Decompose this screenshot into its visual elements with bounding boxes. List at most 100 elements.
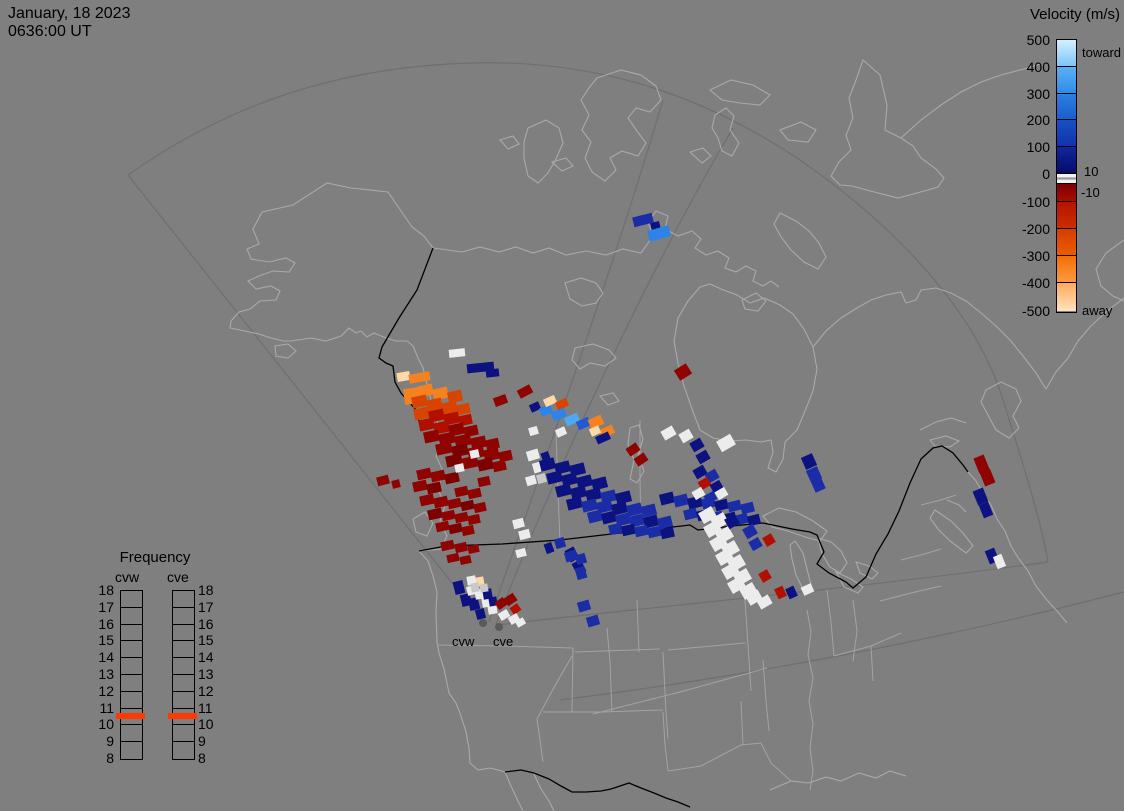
map-path-coast <box>708 79 771 106</box>
radar-velocity-cell <box>642 514 660 529</box>
radar-velocity-cell <box>554 483 573 498</box>
map-path-coast <box>855 561 879 580</box>
map-path-coast <box>533 773 555 811</box>
frequency-tick-label: 9 <box>198 733 206 750</box>
velocity-tick-label: 300 <box>1026 85 1050 102</box>
radar-velocity-cell <box>509 603 522 615</box>
radar-velocity-cell <box>427 507 443 521</box>
radar-velocity-cell <box>678 428 694 444</box>
radar-velocity-cell <box>565 496 584 511</box>
map-path-coast <box>432 210 780 288</box>
radar-velocity-cell <box>454 485 469 498</box>
radar-velocity-cell <box>785 585 798 600</box>
map-path-coast <box>789 540 812 590</box>
map-path-coast <box>834 570 864 594</box>
frequency-tick-label: 15 <box>98 632 114 649</box>
radar-velocity-cell <box>447 497 462 510</box>
map-path-coast <box>580 69 662 182</box>
radar-velocity-cell <box>469 449 480 459</box>
radar-velocity-cell <box>726 499 743 513</box>
velocity-colorbar <box>1056 39 1077 313</box>
frequency-marker-cve <box>168 713 197 719</box>
radar-velocity-cell <box>516 384 534 399</box>
map-path-state <box>879 585 942 602</box>
radar-velocity-cell <box>756 594 773 610</box>
radar-velocity-cell <box>528 425 539 437</box>
map-path-coast <box>673 283 818 473</box>
radar-velocity-cell <box>417 383 434 398</box>
map-path-state <box>667 642 746 651</box>
radar-velocity-cell <box>574 565 588 581</box>
frequency-tick-label: 17 <box>198 598 214 615</box>
radar-velocity-cell <box>748 536 763 552</box>
radar-velocity-cell <box>762 533 776 547</box>
map-path-state <box>740 700 744 746</box>
radar-velocity-cell <box>672 493 690 508</box>
frequency-legend-title: Frequency <box>119 549 191 566</box>
map-path-coast <box>817 537 848 574</box>
velocity-legend-title: Velocity (m/s) <box>1029 6 1120 23</box>
radar-velocity-cell <box>545 470 564 485</box>
radar-velocity-cell <box>554 426 568 438</box>
frequency-bar-segment <box>173 641 194 659</box>
velocity-neg-threshold-label: -10 <box>1081 185 1100 200</box>
radar-velocity-cell <box>716 433 736 453</box>
radar-velocity-cell <box>433 495 449 509</box>
radar-velocity-cell <box>600 510 618 525</box>
radar-velocity-cell <box>494 596 508 611</box>
map-path-coast <box>779 121 817 143</box>
radar-velocity-cell <box>477 475 491 488</box>
radar-velocity-cell <box>467 487 482 500</box>
radar-velocity-cell <box>507 613 521 625</box>
radar-velocity-cell <box>682 507 699 521</box>
radar-velocity-cell <box>660 425 677 441</box>
frequency-tick-label: 10 <box>198 716 214 733</box>
radar-velocity-cell <box>714 486 729 501</box>
radar-velocity-cell <box>435 441 453 456</box>
radar-velocity-cell <box>447 389 463 404</box>
frequency-bar-segment <box>121 675 142 692</box>
frequency-tick-label: 13 <box>198 666 214 682</box>
radar-velocity-cell <box>697 476 712 491</box>
radar-velocity-cell <box>599 489 618 504</box>
map-path-coast <box>550 157 574 172</box>
frequency-bar-segment <box>121 709 142 726</box>
radar-velocity-cell <box>774 585 787 600</box>
frequency-bar-segment <box>121 641 142 659</box>
radar-velocity-cell <box>518 528 531 541</box>
frequency-bar-cve <box>172 590 195 760</box>
velocity-tick-label: -200 <box>1021 221 1050 237</box>
map-path-state <box>662 651 669 740</box>
frequency-bar-segment <box>121 658 142 675</box>
radar-velocity-cell <box>563 412 581 427</box>
radar-velocity-cell <box>560 472 579 487</box>
radar-velocity-cell <box>692 464 708 480</box>
frequency-tick-label: 8 <box>198 750 206 766</box>
radar-velocity-cell <box>416 467 432 481</box>
frequency-bar-segment <box>173 725 194 743</box>
map-path-coast <box>1095 239 1124 302</box>
radar-velocity-cell <box>467 543 480 555</box>
map-path-coast <box>688 147 712 164</box>
radar-velocity-cell <box>419 493 435 507</box>
radar-velocity-cell <box>474 608 487 620</box>
frequency-tick-label: 9 <box>106 733 114 750</box>
frequency-bar-cvw <box>120 590 143 760</box>
velocity-toward-segment <box>1057 40 1076 67</box>
map-path-state <box>606 627 613 713</box>
frequency-bar-segment <box>121 692 142 709</box>
radar-velocity-cell <box>435 520 450 533</box>
map-path-state <box>571 647 574 713</box>
radar-velocity-cell <box>543 541 555 555</box>
radar-velocity-cell <box>451 443 469 458</box>
radar-velocity-cell <box>634 524 649 538</box>
radar-velocity-cell <box>412 479 428 493</box>
radar-velocity-cell <box>441 400 458 415</box>
radar-velocity-cell <box>614 512 632 527</box>
radar-velocity-cell <box>492 459 507 473</box>
radar-velocity-cell <box>498 449 513 463</box>
radar-site-dot-cve <box>495 623 503 631</box>
radar-velocity-cell <box>515 547 527 559</box>
radar-velocity-cell <box>621 523 636 537</box>
radar-velocity-cell <box>978 501 994 519</box>
